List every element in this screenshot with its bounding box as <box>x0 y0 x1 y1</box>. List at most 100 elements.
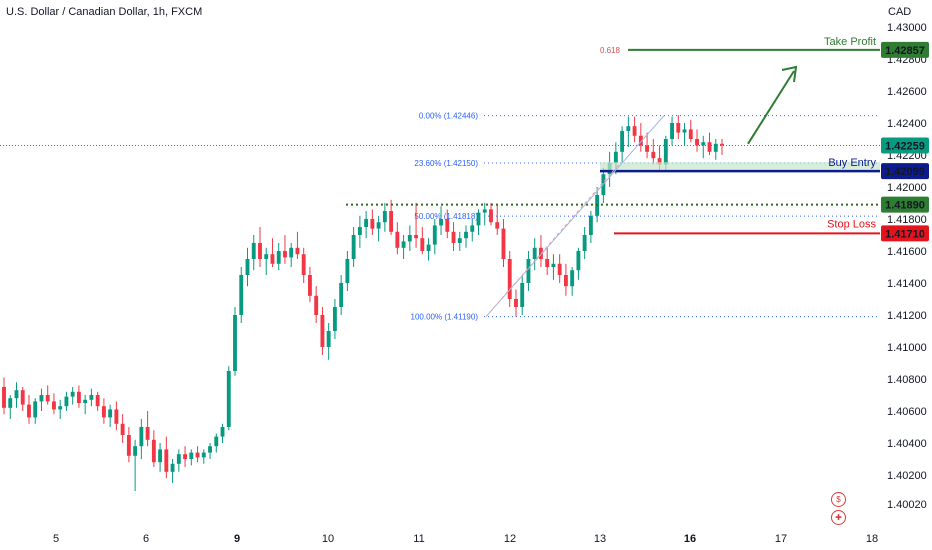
candle-body <box>164 449 169 472</box>
candle-body <box>563 275 568 287</box>
candle-body <box>414 235 419 239</box>
fib-trend-dashed <box>485 162 621 317</box>
candle-body <box>320 315 325 347</box>
price-tags: 1.42857 1.42259 1.42099 1.41890 1.41710 <box>881 41 929 242</box>
candle-body <box>270 254 275 264</box>
fib-levels: 0.618 0.00% (1.42446) 23.60% (1.42150) 50.0… <box>0 46 880 322</box>
candle-body <box>170 463 175 472</box>
candle-body <box>370 219 375 229</box>
price-tag <box>881 137 929 154</box>
candle-body <box>70 391 75 397</box>
price-tag <box>881 196 929 213</box>
candle-body <box>95 395 100 407</box>
candle-body <box>632 126 637 136</box>
candle-body <box>201 452 206 458</box>
candle-body <box>189 452 194 459</box>
candle-body <box>120 423 125 435</box>
candle-body <box>351 235 356 259</box>
y-tick-label: 1.42000 <box>887 182 927 194</box>
candle-body <box>176 454 181 464</box>
candle-body <box>407 235 412 242</box>
y-tick-label: 1.40600 <box>887 406 927 418</box>
candle-body <box>701 142 706 146</box>
y-tick-label: 1.41400 <box>887 278 927 290</box>
us-flag-icon[interactable]: $ <box>831 492 846 507</box>
candle-body <box>314 295 319 315</box>
candle-body <box>145 427 150 440</box>
candle-body <box>526 259 531 283</box>
y-tick-label: 1.41000 <box>887 342 927 354</box>
candle-body <box>676 123 681 133</box>
price-tag <box>881 225 929 242</box>
time-axis: 5 6 9 10 11 12 13 16 17 18 <box>53 533 878 545</box>
candle-body <box>476 212 481 226</box>
x-tick-label: 16 <box>684 533 696 545</box>
candle-body <box>332 307 337 331</box>
fib-level-label: 0.00% (1.42446) <box>419 112 478 121</box>
candle-body <box>126 435 131 456</box>
candle-body <box>395 231 400 248</box>
candle-body <box>326 331 331 347</box>
candle-body <box>626 126 631 131</box>
candle-body <box>545 259 550 267</box>
y-tick-label: 1.43000 <box>887 22 927 34</box>
candle-body <box>39 395 44 402</box>
candle-body <box>382 211 387 223</box>
candle-body <box>226 371 231 427</box>
candle-body <box>426 244 431 251</box>
price-tag-value: 1.41890 <box>885 200 925 212</box>
candle-body <box>707 142 712 152</box>
candle-body <box>239 275 244 315</box>
candle-body <box>357 227 362 235</box>
candle-body <box>489 209 493 223</box>
candle-body <box>101 406 106 418</box>
x-tick-label: 17 <box>775 533 787 545</box>
candle-body <box>389 211 394 232</box>
candle-body <box>582 235 587 251</box>
candle-body <box>432 225 437 245</box>
candle-body <box>214 436 219 447</box>
candle-body <box>401 241 406 248</box>
fib-level-label: 0.618 <box>600 46 621 55</box>
candle-body <box>307 275 312 296</box>
candle-body <box>439 219 443 226</box>
price-tag <box>881 163 929 180</box>
y-tick-label: 1.41200 <box>887 310 927 322</box>
candle-body <box>645 145 650 152</box>
x-tick-label: 10 <box>322 533 334 545</box>
candle-body <box>551 263 556 267</box>
y-tick-label: 1.40800 <box>887 374 927 386</box>
candle-body <box>283 251 287 258</box>
candle-body <box>557 263 562 275</box>
candle-body <box>570 270 575 287</box>
candle-body <box>651 151 656 159</box>
candle-body <box>588 215 593 235</box>
candle-body <box>139 427 144 447</box>
candle-body <box>713 143 718 152</box>
candle-body <box>27 404 31 418</box>
candle-body <box>14 390 19 399</box>
price-tag <box>881 41 929 58</box>
price-axis: 1.430001.428001.426001.424001.422001.420… <box>887 22 927 511</box>
fib-level-label: 23.60% (1.42150) <box>414 159 478 168</box>
ca-flag-icon[interactable]: ✚ <box>831 510 846 525</box>
buy-entry-zone <box>600 162 880 172</box>
x-tick-label: 13 <box>594 533 606 545</box>
x-tick-label: 6 <box>143 533 149 545</box>
fib-level-label: 50.00% (1.41818) <box>414 212 478 221</box>
candle-body <box>233 315 237 371</box>
candle-body <box>364 219 369 227</box>
candle-body <box>507 259 512 299</box>
price-tag-value: 1.42259 <box>885 141 925 153</box>
x-tick-label: 9 <box>234 533 240 545</box>
candle-body <box>720 143 724 146</box>
candle-body <box>688 129 693 139</box>
candle-body <box>501 228 506 259</box>
candle-body <box>339 283 344 307</box>
candle-body <box>20 390 25 405</box>
candle-body <box>108 409 113 418</box>
annotations: Buy Entry Stop Loss Take Profit <box>346 36 880 317</box>
candle-body <box>195 452 200 458</box>
candle-body <box>657 158 662 165</box>
